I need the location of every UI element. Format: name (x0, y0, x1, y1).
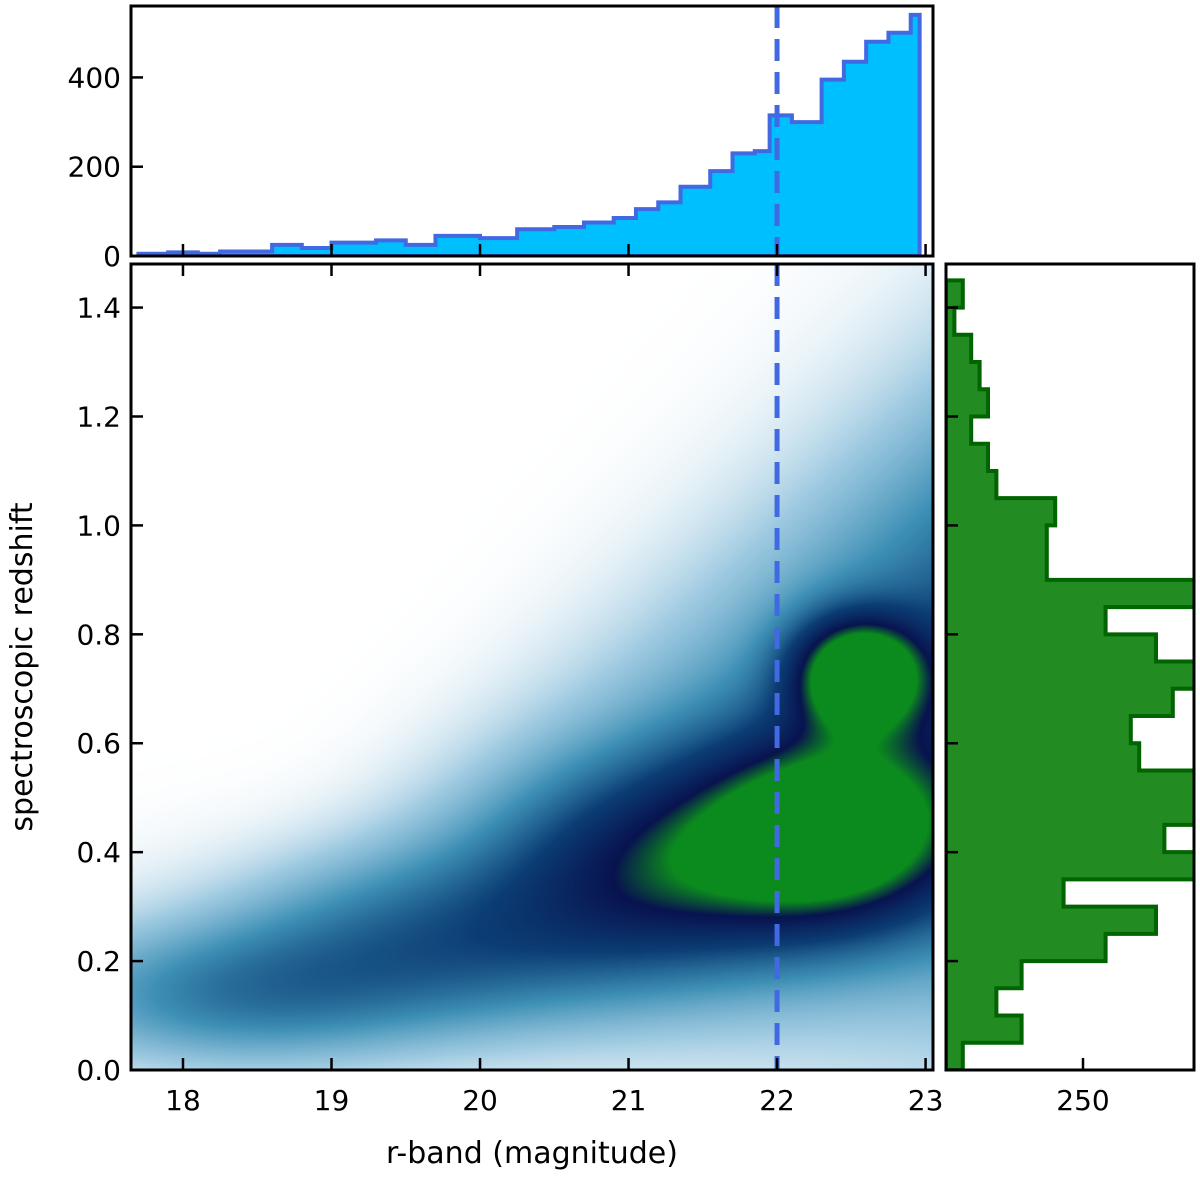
y-tick-label: 1.2 (76, 400, 121, 433)
density-image (131, 264, 933, 1070)
x-tick-label: 18 (165, 1084, 201, 1117)
y-tick-label: 0.8 (76, 618, 121, 651)
x-tick-label: 23 (908, 1084, 944, 1117)
right-x-tick-label: 250 (1056, 1084, 1109, 1117)
y-tick-label: 1.0 (76, 509, 121, 542)
y-tick-label: 0.6 (76, 727, 121, 760)
top-y-tick-label: 0 (103, 240, 121, 273)
right-histogram-x-ticks: 250 (1056, 1058, 1110, 1117)
x-tick-label: 20 (462, 1084, 498, 1117)
top-histogram-y-ticks: 0 200 400 (68, 61, 143, 273)
top-histogram-panel: 0 200 400 (68, 4, 935, 273)
density-panel: 18 19 20 21 22 23 0.0 0.2 0.4 0.6 0.8 1.0 1.2 1.4 r-… (5, 262, 943, 1171)
density-frame (129, 262, 935, 1072)
top-histogram-area (136, 12, 922, 256)
right-histogram-frame (944, 262, 1196, 1072)
main-y-ticks: 0.0 0.2 0.4 0.6 0.8 1.0 1.2 1.4 (76, 292, 143, 1087)
right-histogram-panel: 250 (944, 262, 1196, 1117)
right-histogram-area (946, 278, 1194, 1070)
right-histogram-bars (946, 278, 1194, 1070)
top-histogram-frame (129, 4, 935, 258)
x-tick-label: 21 (611, 1084, 647, 1117)
top-histogram-x-ticks (181, 244, 927, 256)
x-tick-label: 22 (759, 1084, 795, 1117)
top-y-tick-label: 400 (68, 61, 121, 94)
x-tick-label: 19 (314, 1084, 350, 1117)
x-axis-label: r-band (magnitude) (386, 1136, 678, 1171)
y-tick-label: 0.4 (76, 836, 121, 869)
top-y-tick-label: 200 (68, 151, 121, 184)
top-histogram-bars (136, 12, 922, 256)
y-tick-label: 0.2 (76, 945, 121, 978)
y-tick-label: 1.4 (76, 292, 121, 325)
y-tick-label: 0.0 (76, 1054, 121, 1087)
y-axis-label: spectroscopic redshift (5, 502, 40, 831)
main-x-ticks: 18 19 20 21 22 23 (165, 264, 943, 1117)
